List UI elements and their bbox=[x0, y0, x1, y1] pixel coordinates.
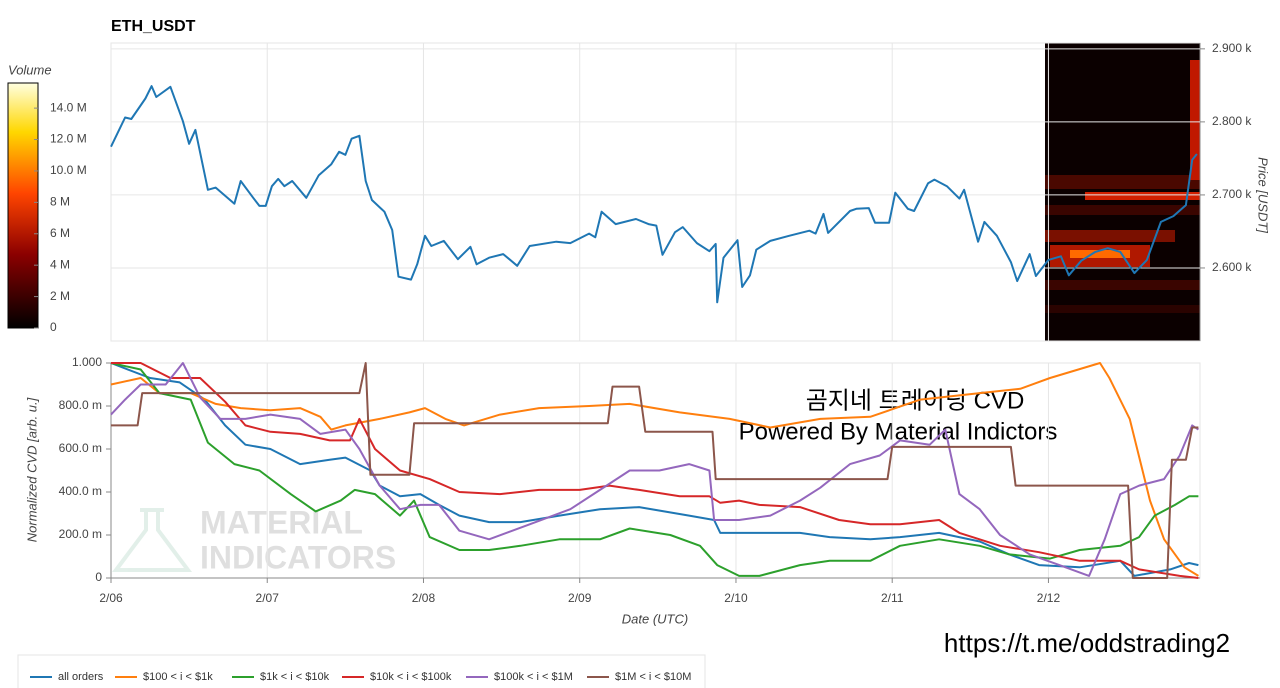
x-tick-label: 2/10 bbox=[724, 591, 748, 605]
chart-title: ETH_USDT bbox=[111, 18, 196, 35]
legend-label: $10k < i < $100k bbox=[370, 671, 452, 683]
series-line bbox=[111, 362, 1199, 579]
y2-axis-label: Price [USDT] bbox=[1256, 157, 1271, 233]
colorbar-title: Volume bbox=[8, 62, 52, 77]
watermark: MATERIAL INDICATORS bbox=[112, 504, 396, 575]
series-line bbox=[110, 362, 1199, 577]
colorbar bbox=[7, 82, 39, 329]
legend-label: all orders bbox=[58, 671, 104, 683]
y2-tick-label: 2.700 k bbox=[1212, 187, 1252, 201]
y2-tick-label: 2.800 k bbox=[1212, 114, 1252, 128]
colorbar-tick-label: 4 M bbox=[50, 257, 70, 271]
legend-label: $100k < i < $1M bbox=[494, 671, 573, 683]
y-tick-label: 1.000 bbox=[72, 355, 102, 369]
series-line bbox=[110, 362, 1199, 577]
watermark-line: MATERIAL bbox=[200, 504, 363, 540]
y-axis-label: Normalized CVD [arb. u.] bbox=[24, 397, 39, 542]
x-axis-label: Date (UTC) bbox=[622, 611, 688, 626]
y-tick-label: 600.0 m bbox=[59, 441, 102, 455]
x-tick-label: 2/06 bbox=[99, 591, 123, 605]
legend bbox=[17, 654, 706, 688]
colorbar-tick-label: 14.0 M bbox=[50, 100, 87, 114]
y-tick-label: 0 bbox=[95, 570, 102, 584]
colorbar-tick-label: 6 M bbox=[50, 226, 70, 240]
x-tick-label: 2/11 bbox=[881, 591, 904, 605]
x-tick-label: 2/12 bbox=[1037, 591, 1061, 605]
x-tick-label: 2/08 bbox=[412, 591, 436, 605]
heatmap bbox=[1045, 43, 1200, 341]
colorbar-tick-label: 12.0 M bbox=[50, 132, 87, 146]
series-line bbox=[110, 362, 1199, 577]
legend-label: $1M < i < $10M bbox=[615, 671, 691, 683]
footer-link: https://t.me/oddstrading2 bbox=[944, 628, 1230, 658]
series-line bbox=[111, 362, 1199, 579]
plot-frame bbox=[110, 42, 1201, 342]
colorbar-tick-label: 0 bbox=[50, 320, 57, 334]
watermark-line: INDICATORS bbox=[200, 539, 396, 575]
y2-tick-label: 2.900 k bbox=[1212, 41, 1252, 55]
y2-tick-label: 2.600 k bbox=[1212, 260, 1252, 274]
y-tick-label: 400.0 m bbox=[59, 484, 102, 498]
colorbar-tick-label: 8 M bbox=[50, 195, 70, 209]
y-tick-label: 800.0 m bbox=[59, 398, 102, 412]
legend-label: $1k < i < $10k bbox=[260, 671, 330, 683]
colorbar-tick-label: 10.0 M bbox=[50, 163, 87, 177]
legend-label: $100 < i < $1k bbox=[143, 671, 213, 683]
x-tick-label: 2/09 bbox=[568, 591, 592, 605]
y-tick-label: 200.0 m bbox=[59, 527, 102, 541]
x-tick-label: 2/07 bbox=[256, 591, 280, 605]
colorbar-tick-label: 2 M bbox=[50, 289, 70, 303]
series-line bbox=[110, 85, 1198, 304]
